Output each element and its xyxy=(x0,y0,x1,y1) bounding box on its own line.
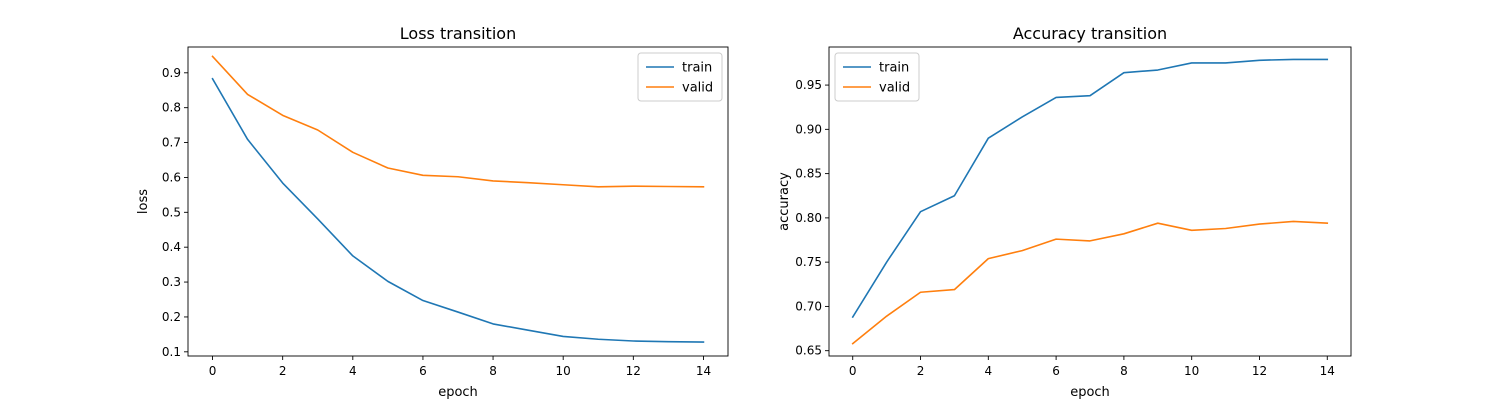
loss-legend: train valid xyxy=(637,52,723,102)
accuracy-ytick-label: 0.95 xyxy=(795,78,822,92)
loss-plot-frame xyxy=(187,46,729,357)
accuracy-series-valid-line xyxy=(851,220,1329,345)
accuracy-chart: 0 2 4 6 8 10 12 14 0.65 0.70 0.75 0.80 0.85 0.90 0.95 A… xyxy=(777,24,1352,400)
accuracy-plot-frame xyxy=(828,46,1352,357)
accuracy-series-train-line xyxy=(851,58,1329,319)
loss-xtick-label: 10 xyxy=(556,364,571,378)
loss-ytick-label: 0.7 xyxy=(162,136,181,150)
accuracy-xtick-label: 10 xyxy=(1184,364,1199,378)
accuracy-legend-box xyxy=(834,52,920,102)
loss-legend-label-train: train xyxy=(682,61,712,76)
accuracy-xtick-label: 8 xyxy=(1120,364,1128,378)
loss-legend-label-valid: valid xyxy=(682,81,713,96)
loss-series-train-line xyxy=(211,77,705,343)
loss-ytick-label: 0.3 xyxy=(162,275,181,289)
accuracy-ytick-label: 0.65 xyxy=(795,344,822,358)
loss-series-valid-line xyxy=(211,55,705,188)
loss-chart: 0 2 4 6 8 10 12 14 0.1 0.2 0.3 0.4 0.5 0.6 0.7 0.8 0.9 Lo… xyxy=(136,24,729,400)
loss-y-axis-label: loss xyxy=(136,189,151,214)
accuracy-xtick-label: 14 xyxy=(1320,364,1335,378)
loss-ytick-label: 0.1 xyxy=(162,345,181,359)
loss-xtick-label: 8 xyxy=(489,364,497,378)
accuracy-y-axis-label: accuracy xyxy=(777,172,792,231)
loss-ytick-label: 0.9 xyxy=(162,66,181,80)
accuracy-ytick-label: 0.85 xyxy=(795,167,822,181)
loss-ytick-label: 0.5 xyxy=(162,205,181,219)
loss-xtick-label: 4 xyxy=(349,364,357,378)
accuracy-xtick-label: 12 xyxy=(1252,364,1267,378)
accuracy-xtick-label: 4 xyxy=(984,364,992,378)
accuracy-ytick-label: 0.90 xyxy=(795,122,822,136)
loss-legend-box xyxy=(637,52,723,102)
loss-xtick-label: 6 xyxy=(419,364,427,378)
loss-ytick-label: 0.4 xyxy=(162,240,181,254)
loss-ytick-label: 0.2 xyxy=(162,310,181,324)
accuracy-legend-label-train: train xyxy=(879,61,909,76)
loss-chart-title: Loss transition xyxy=(400,24,516,43)
loss-ytick-label: 0.6 xyxy=(162,170,181,184)
accuracy-xtick-label: 6 xyxy=(1052,364,1060,378)
loss-xtick-label: 14 xyxy=(696,364,711,378)
accuracy-ytick-label: 0.70 xyxy=(795,299,822,313)
loss-xtick-label: 12 xyxy=(626,364,641,378)
loss-xtick-label: 2 xyxy=(279,364,287,378)
accuracy-x-axis-label: epoch xyxy=(1070,385,1110,400)
loss-xtick-label: 0 xyxy=(209,364,217,378)
accuracy-ytick-label: 0.75 xyxy=(795,255,822,269)
accuracy-legend-label-valid: valid xyxy=(879,81,910,96)
accuracy-ytick-label: 0.80 xyxy=(795,211,822,225)
loss-x-axis-label: epoch xyxy=(438,385,478,400)
accuracy-legend: train valid xyxy=(834,52,920,102)
loss-ytick-label: 0.8 xyxy=(162,101,181,115)
accuracy-xtick-label: 2 xyxy=(917,364,925,378)
accuracy-chart-title: Accuracy transition xyxy=(1013,24,1167,43)
accuracy-xtick-label: 0 xyxy=(849,364,857,378)
